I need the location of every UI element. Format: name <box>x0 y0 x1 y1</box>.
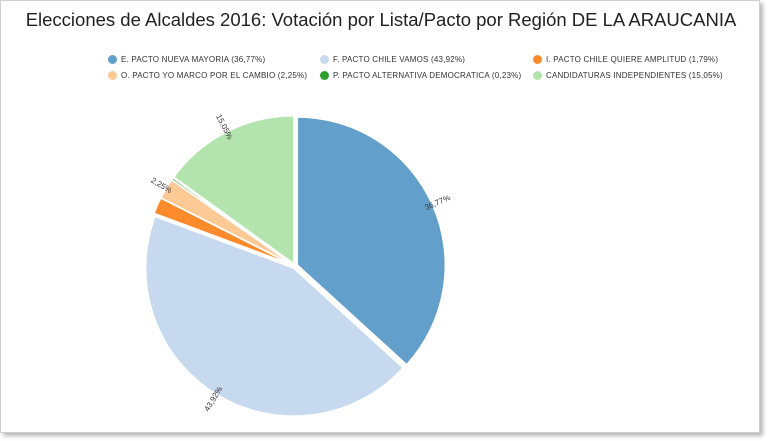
legend-item[interactable]: I. PACTO CHILE QUIERE AMPLITUD (1,79%) <box>533 55 718 64</box>
pie-slice[interactable] <box>296 116 447 366</box>
chart-panel: Elecciones de Alcaldes 2016: Votación po… <box>0 0 760 433</box>
legend-swatch <box>320 55 329 64</box>
legend-item[interactable]: O. PACTO YO MARCO POR EL CAMBIO (2,25%) <box>108 71 307 80</box>
legend-item[interactable]: F. PACTO CHILE VAMOS (43,92%) <box>320 55 465 64</box>
pie-slice[interactable] <box>170 176 294 266</box>
legend-label: O. PACTO YO MARCO POR EL CAMBIO (2,25%) <box>121 71 308 80</box>
pie-slice[interactable] <box>144 215 405 417</box>
slice-label: 43,92% <box>202 385 224 413</box>
legend-swatch <box>320 71 329 80</box>
legend-swatch <box>533 55 542 64</box>
pie-chart: 36,77%43,92%2,25%15,05% <box>144 113 452 417</box>
legend-label: P. PACTO ALTERNATIVA DEMOCRATICA (0,23%) <box>333 71 522 80</box>
legend-label: I. PACTO CHILE QUIERE AMPLITUD (1,79%) <box>546 55 719 64</box>
pie-slice[interactable] <box>172 115 295 266</box>
legend-swatch <box>108 55 117 64</box>
legend-label: CANDIDATURAS INDEPENDIENTES (15,05%) <box>546 71 723 80</box>
chart-title: Elecciones de Alcaldes 2016: Votación po… <box>25 9 737 30</box>
legend-swatch <box>108 71 117 80</box>
slice-label: 2,25% <box>149 176 173 195</box>
legend-swatch <box>533 71 542 80</box>
legend-label: E. PACTO NUEVA MAYORIA (36,77%) <box>121 55 266 64</box>
legend-item[interactable]: P. PACTO ALTERNATIVA DEMOCRATICA (0,23%) <box>320 71 521 80</box>
legend-label: F. PACTO CHILE VAMOS (43,92%) <box>333 55 466 64</box>
chart-legend: E. PACTO NUEVA MAYORIA (36,77%) F. PACTO … <box>1 1 761 91</box>
legend-item[interactable]: CANDIDATURAS INDEPENDIENTES (15,05%) <box>533 71 723 80</box>
legend-item[interactable]: E. PACTO NUEVA MAYORIA (36,77%) <box>108 55 265 64</box>
